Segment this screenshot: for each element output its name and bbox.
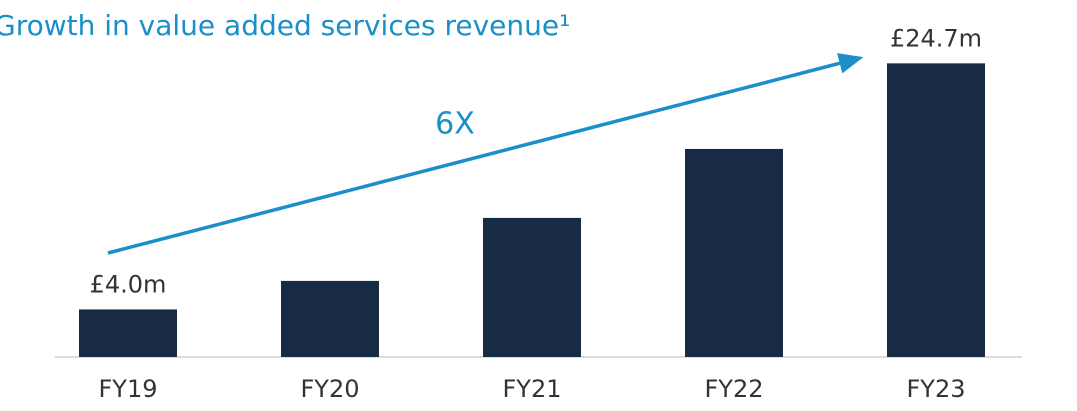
value-label: £4.0m <box>90 270 167 298</box>
annotation: 6X <box>435 107 475 142</box>
chart-title: Growth in value added services revenue¹ <box>0 9 570 42</box>
bar <box>483 217 581 357</box>
bar <box>79 309 177 357</box>
value-label: £24.7m <box>890 24 982 52</box>
x-tick-label: FY19 <box>98 375 157 403</box>
x-tick-label: FY23 <box>906 375 965 403</box>
x-tick-label: FY21 <box>502 375 561 403</box>
bar <box>281 280 379 357</box>
growth-arrow <box>107 53 864 255</box>
bar <box>887 63 985 357</box>
x-tick-label: FY20 <box>300 375 359 403</box>
x-tick-label: FY22 <box>704 375 763 403</box>
bar <box>685 148 783 357</box>
